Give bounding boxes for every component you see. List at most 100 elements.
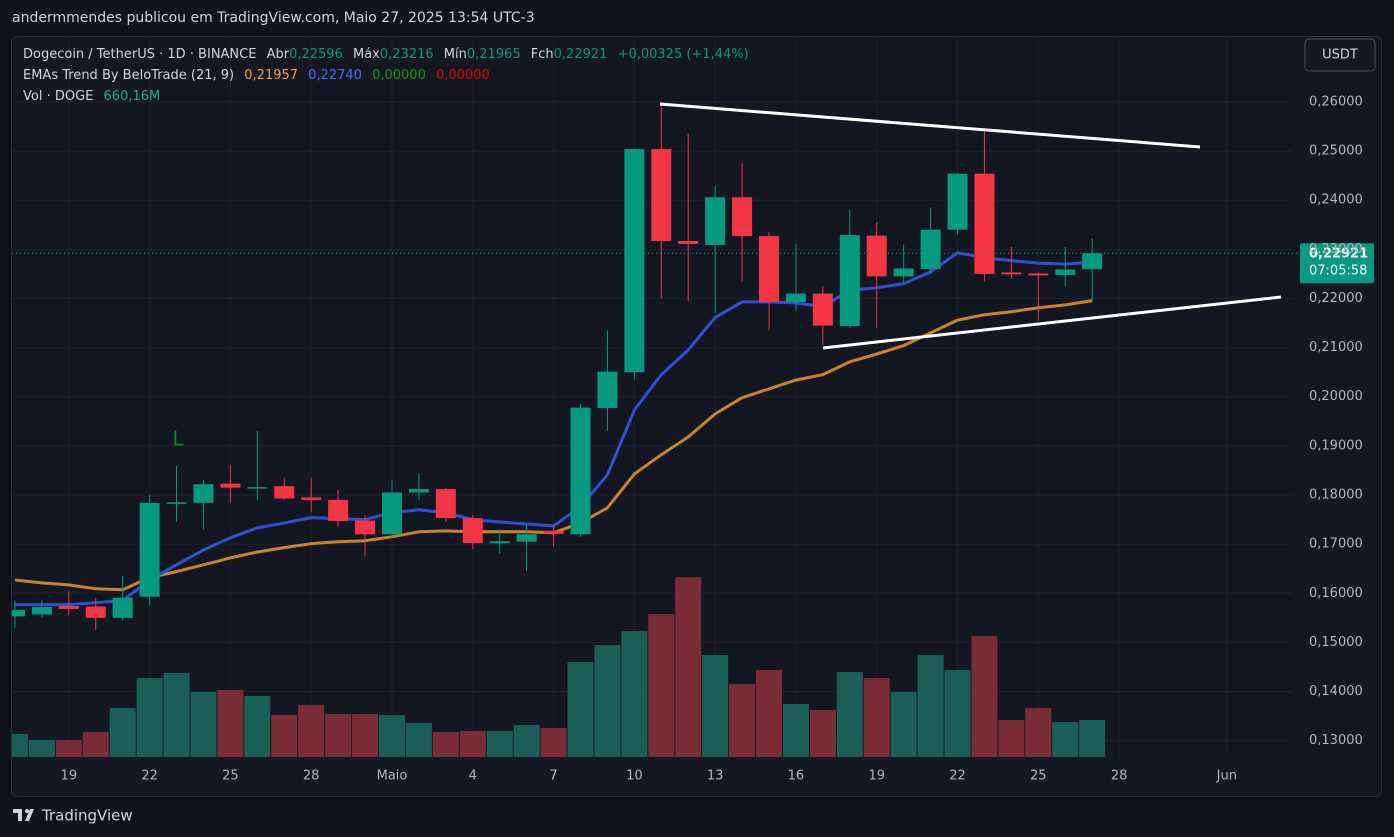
volume-bar (944, 670, 971, 757)
volume-bar (217, 690, 244, 757)
candle-body (597, 371, 618, 409)
candle-body (947, 173, 968, 230)
volume-bar (809, 710, 836, 757)
ema-value: 0,00000 (436, 68, 490, 83)
candle-body (678, 240, 699, 244)
candle-body (274, 486, 295, 499)
y-tick-label: 0,15000 (1309, 635, 1363, 650)
footer-logo (13, 809, 34, 821)
volume-bar (648, 614, 675, 757)
y-tick-label: 0,18000 (1309, 487, 1363, 502)
volume-bar (675, 577, 702, 757)
volume-bar (12, 734, 28, 757)
volume-bar (298, 705, 325, 757)
chart-panel (11, 36, 1382, 797)
y-tick-label: 0,24000 (1309, 193, 1363, 208)
close-value: 0,22921 (554, 47, 608, 62)
volume-bar (998, 720, 1025, 757)
volume-bar (352, 714, 379, 757)
y-tick-label: 0,23000 (1309, 242, 1363, 257)
x-tick-label: 7 (549, 769, 557, 784)
candle-body (435, 489, 456, 519)
x-tick-label: 13 (707, 769, 724, 784)
volume-bar (836, 672, 863, 757)
high-label: Máx (353, 47, 380, 62)
candle-body (408, 489, 429, 493)
ema21-value: 0,21957 (244, 68, 298, 83)
candle-body (974, 173, 995, 274)
x-tick-label: 22 (141, 769, 158, 784)
candle-body (381, 492, 402, 535)
candle-body (1055, 269, 1076, 275)
volume-bar (55, 740, 82, 757)
trendline-upper (659, 102, 1201, 149)
volume-bar (325, 714, 352, 757)
candle-body (355, 520, 376, 535)
high-value: 0,23216 (380, 47, 434, 62)
volume-bar (540, 728, 567, 757)
candle-body (220, 483, 241, 488)
open-label: Abr (267, 47, 290, 62)
candle-body (785, 293, 806, 302)
trendline-lower (822, 295, 1282, 350)
volume-bar (28, 740, 55, 757)
legend-ohlc: Dogecoin / TetherUS · 1D · BINANCE Abr0,… (23, 47, 749, 62)
candle-body (651, 149, 672, 241)
candle-body (1001, 272, 1022, 275)
candle-body (166, 502, 187, 504)
volume-bar (109, 708, 136, 757)
y-tick-label: 0,20000 (1309, 389, 1363, 404)
currency-button[interactable] (1304, 38, 1376, 72)
volume-pane (12, 577, 1106, 757)
volume-bar (917, 655, 944, 757)
header: andermmendes publicou em TradingView.com… (12, 10, 535, 26)
volume-bar (702, 655, 729, 757)
x-tick-label: Maio (377, 769, 408, 784)
x-tick-label: 25 (1030, 769, 1047, 784)
currency-label[interactable]: USDT (1322, 48, 1358, 63)
candle-body (732, 197, 753, 237)
y-tick-label: 0,17000 (1309, 537, 1363, 552)
candle-body (12, 609, 25, 617)
x-tick-label: 28 (1111, 769, 1128, 784)
candle-body (624, 149, 645, 373)
ema9-value: 0,22740 (308, 68, 362, 83)
logo-icon (13, 809, 34, 821)
ema-value: 0,00000 (372, 68, 426, 83)
candle-body (1028, 273, 1049, 276)
y-tick-label: 0,19000 (1309, 438, 1363, 453)
ema-name: EMAs Trend By BeloTrade (21, 9) (23, 68, 234, 83)
volume-bar (621, 631, 648, 757)
open-value: 0,22596 (289, 47, 343, 62)
change: +0,00325 (+1,44%) (618, 47, 749, 62)
last-price-label: 0,22921 (1309, 247, 1368, 262)
candle-body (462, 518, 483, 544)
countdown: 07:05:58 (1309, 264, 1367, 279)
volume-bar (432, 732, 459, 757)
low-value: 0,21965 (467, 47, 521, 62)
y-tick-label: 0,13000 (1309, 733, 1363, 748)
legend-volume: Vol · DOGE 660,16M (23, 89, 160, 104)
volume-bar (513, 725, 540, 757)
footer-brand: TradingView (41, 807, 133, 825)
y-tick-label: 0,22000 (1309, 291, 1363, 306)
volume-bar (244, 696, 271, 757)
candle-body (812, 293, 833, 326)
volume-bar (271, 715, 298, 757)
volume-bar (136, 678, 163, 757)
candle-body (516, 534, 537, 542)
x-tick-label: 10 (626, 769, 643, 784)
ema9-line (15, 251, 1093, 607)
volume-bar (782, 704, 809, 757)
volume-bar (378, 715, 405, 757)
candle-body (112, 597, 133, 618)
candle-body (759, 236, 780, 302)
logo-dot (25, 809, 29, 813)
candle-body (328, 499, 349, 522)
candle-body (58, 606, 79, 609)
candle-body (543, 530, 564, 534)
x-tick-label: 22 (949, 769, 966, 784)
volume-bar (486, 731, 513, 757)
volume-bar (405, 722, 432, 757)
